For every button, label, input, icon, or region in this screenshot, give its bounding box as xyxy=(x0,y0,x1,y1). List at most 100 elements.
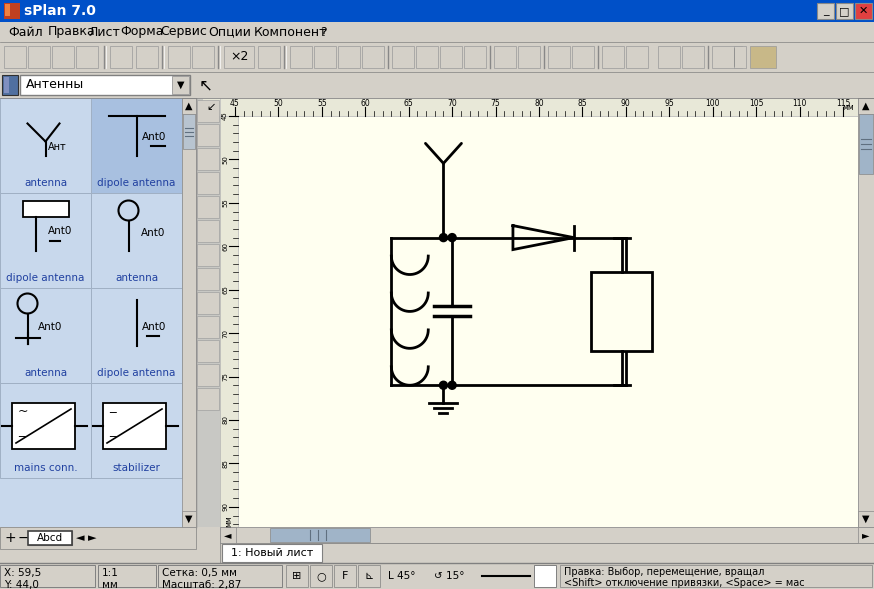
Bar xyxy=(258,46,280,68)
Bar xyxy=(220,116,238,527)
Bar xyxy=(197,316,219,338)
Bar xyxy=(0,563,874,589)
Bar xyxy=(91,288,182,383)
Text: ?: ? xyxy=(320,25,327,38)
Bar xyxy=(182,98,196,527)
Bar xyxy=(658,46,680,68)
Bar xyxy=(20,75,190,95)
Bar xyxy=(158,565,282,587)
Bar xyxy=(197,244,219,266)
Bar xyxy=(0,565,95,587)
Text: 70: 70 xyxy=(222,329,228,337)
Text: 50: 50 xyxy=(222,155,228,164)
Bar xyxy=(28,531,72,545)
Text: dipole antenna: dipole antenna xyxy=(97,368,176,378)
Text: Компонент: Компонент xyxy=(254,25,328,38)
Text: Форма: Форма xyxy=(120,25,163,38)
Text: Масштаб: 2,87: Масштаб: 2,87 xyxy=(162,580,241,589)
Text: antenna: antenna xyxy=(115,273,158,283)
Bar xyxy=(817,3,834,19)
Text: 65: 65 xyxy=(404,98,413,108)
Bar xyxy=(220,543,874,563)
Text: ◄: ◄ xyxy=(76,533,85,543)
Bar xyxy=(464,46,486,68)
Bar xyxy=(110,46,132,68)
Bar xyxy=(0,72,874,98)
Bar xyxy=(238,116,858,527)
Bar xyxy=(12,403,75,449)
Text: mains conn.: mains conn. xyxy=(14,463,77,473)
Text: 110: 110 xyxy=(793,98,807,108)
Bar xyxy=(0,22,874,42)
Text: 105: 105 xyxy=(749,98,763,108)
Text: ↖: ↖ xyxy=(199,76,213,94)
Text: ○: ○ xyxy=(316,571,326,581)
Text: ─: ─ xyxy=(109,407,115,417)
Circle shape xyxy=(448,234,456,241)
Bar xyxy=(0,193,91,288)
Circle shape xyxy=(440,234,447,241)
Bar xyxy=(5,4,10,16)
Bar xyxy=(103,403,166,449)
Bar xyxy=(183,114,195,149)
Bar xyxy=(220,98,858,116)
Text: ─: ─ xyxy=(18,431,24,441)
Bar xyxy=(334,565,356,587)
Text: 80: 80 xyxy=(222,415,228,425)
Bar xyxy=(0,0,874,22)
Bar xyxy=(602,46,624,68)
Bar xyxy=(91,383,182,478)
Text: ↺ 15°: ↺ 15° xyxy=(434,571,464,581)
Bar xyxy=(98,565,156,587)
Bar xyxy=(76,46,98,68)
Bar xyxy=(518,46,540,68)
Text: 55: 55 xyxy=(222,198,228,207)
Text: 100: 100 xyxy=(705,98,720,108)
Text: ─: ─ xyxy=(109,431,115,441)
Bar xyxy=(560,565,872,587)
Bar xyxy=(0,98,91,193)
Text: 75: 75 xyxy=(222,372,228,381)
Text: 95: 95 xyxy=(664,98,674,108)
Bar xyxy=(2,75,18,95)
Text: ◄: ◄ xyxy=(225,530,232,540)
Text: ⊾: ⊾ xyxy=(364,571,374,581)
Bar xyxy=(220,527,874,543)
Bar xyxy=(858,98,874,114)
Bar xyxy=(836,3,853,19)
Text: 60: 60 xyxy=(222,242,228,251)
Text: 80: 80 xyxy=(534,98,544,108)
Bar xyxy=(392,46,414,68)
Text: dipole antenna: dipole antenna xyxy=(97,178,176,188)
Text: 60: 60 xyxy=(360,98,371,108)
Bar xyxy=(572,46,594,68)
Text: Ant0: Ant0 xyxy=(142,131,166,141)
Circle shape xyxy=(440,381,447,389)
Bar xyxy=(858,527,874,543)
Bar xyxy=(0,288,91,383)
Text: Сервис: Сервис xyxy=(160,25,207,38)
Bar xyxy=(4,77,9,93)
Bar xyxy=(197,148,219,170)
Bar xyxy=(197,220,219,242)
Text: Опции: Опции xyxy=(208,25,251,38)
Bar xyxy=(682,46,704,68)
Bar xyxy=(626,46,648,68)
Bar xyxy=(197,340,219,362)
Text: <Shift> отключение привязки, <Space> = мас: <Shift> отключение привязки, <Space> = м… xyxy=(564,578,805,588)
Text: Антенны: Антенны xyxy=(26,78,84,91)
Text: L 45°: L 45° xyxy=(388,571,415,581)
Text: ►: ► xyxy=(863,530,870,540)
Bar xyxy=(0,98,196,527)
Text: мм: мм xyxy=(102,580,118,589)
Text: Лист: Лист xyxy=(88,25,120,38)
Bar xyxy=(202,98,220,116)
Text: 115: 115 xyxy=(836,98,850,108)
Bar xyxy=(197,268,219,290)
Bar xyxy=(28,46,50,68)
Text: ↙: ↙ xyxy=(206,102,216,112)
Bar xyxy=(494,46,516,68)
Bar xyxy=(0,42,874,72)
Bar xyxy=(168,46,190,68)
Bar xyxy=(222,544,322,562)
